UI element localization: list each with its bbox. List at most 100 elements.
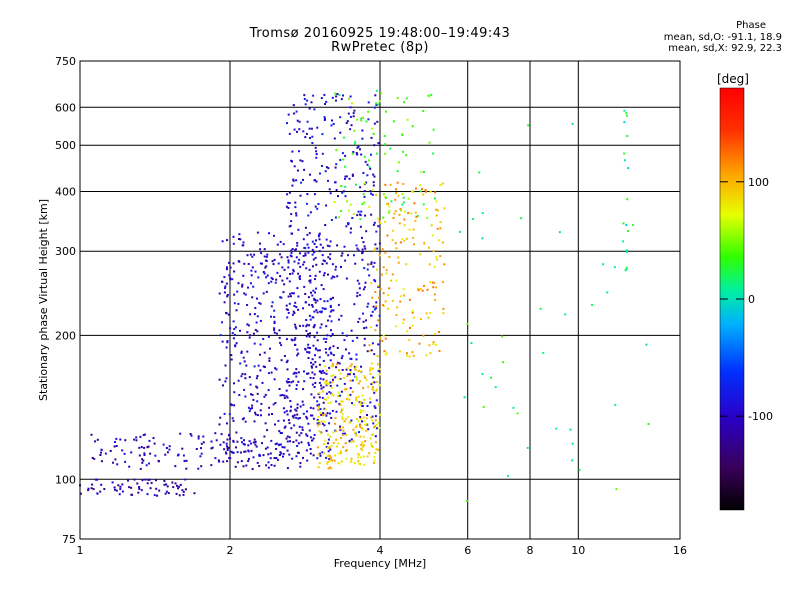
data-point: [237, 302, 240, 305]
data-point: [302, 307, 304, 310]
data-point: [298, 128, 301, 131]
data-point: [373, 221, 376, 224]
data-point: [482, 405, 485, 408]
data-point: [296, 406, 299, 409]
data-point: [306, 434, 309, 437]
data-point: [370, 136, 373, 139]
data-point: [285, 338, 288, 341]
data-point: [275, 278, 278, 281]
data-point: [255, 321, 258, 324]
data-point: [200, 442, 203, 445]
data-point: [235, 431, 238, 434]
data-point: [378, 384, 381, 387]
data-point: [155, 479, 157, 482]
data-point: [166, 451, 169, 454]
data-point: [359, 218, 362, 221]
data-point: [325, 238, 328, 241]
data-point: [360, 119, 363, 122]
data-point: [258, 465, 261, 467]
data-point: [224, 364, 227, 367]
data-point: [124, 460, 127, 463]
data-point: [303, 261, 306, 264]
data-point: [292, 178, 295, 181]
data-point: [359, 424, 362, 427]
data-point: [294, 326, 297, 328]
data-point: [239, 329, 241, 332]
data-point: [415, 215, 418, 218]
data-point: [115, 437, 118, 440]
data-point: [325, 392, 328, 395]
data-point: [349, 393, 352, 396]
data-point: [309, 436, 312, 439]
data-point: [362, 241, 365, 244]
data-point: [362, 320, 365, 323]
data-point: [623, 121, 626, 124]
data-point: [322, 412, 325, 415]
data-point: [100, 451, 102, 454]
data-point: [317, 415, 320, 418]
data-point: [298, 150, 300, 153]
data-point: [274, 367, 277, 370]
data-point: [311, 371, 314, 374]
data-point: [295, 384, 298, 387]
data-point: [344, 418, 347, 421]
data-point: [133, 438, 136, 441]
data-point: [174, 465, 177, 468]
data-point: [376, 247, 379, 250]
data-point: [359, 425, 362, 428]
data-point: [358, 431, 360, 434]
data-point: [389, 183, 392, 186]
data-point: [233, 328, 236, 330]
data-point: [429, 312, 431, 314]
data-point: [329, 310, 332, 313]
data-point: [235, 446, 237, 449]
data-point: [490, 376, 492, 379]
data-point: [313, 193, 316, 196]
data-point: [305, 267, 308, 270]
data-point: [626, 198, 629, 201]
data-point: [309, 137, 311, 139]
data-point: [112, 461, 114, 464]
data-point: [148, 462, 150, 465]
x-tick-label: 8: [527, 544, 534, 557]
data-point: [356, 418, 359, 421]
data-point: [362, 288, 365, 291]
data-point: [273, 320, 276, 323]
data-point: [317, 466, 320, 469]
data-point: [223, 412, 226, 415]
data-point: [353, 254, 355, 257]
data-point: [341, 191, 344, 194]
data-point: [267, 282, 270, 285]
data-point: [368, 350, 371, 352]
data-point: [239, 238, 242, 241]
data-point: [291, 150, 294, 153]
data-point: [311, 414, 314, 417]
data-point: [288, 191, 291, 194]
data-point: [542, 351, 545, 354]
data-point: [293, 414, 296, 417]
data-point: [254, 441, 257, 444]
data-point: [373, 456, 376, 458]
data-point: [393, 212, 396, 215]
x-tick-label: 6: [464, 544, 471, 557]
data-point: [261, 442, 263, 445]
data-point: [343, 339, 346, 342]
data-point: [273, 258, 276, 261]
data-point: [287, 378, 290, 380]
data-point: [334, 422, 337, 425]
data-point: [341, 152, 344, 155]
data-point: [332, 354, 335, 356]
data-point: [318, 238, 321, 241]
data-point: [253, 253, 256, 256]
data-point: [381, 273, 383, 276]
data-point: [316, 349, 319, 352]
data-point: [143, 433, 146, 436]
data-point: [278, 454, 281, 456]
data-point: [265, 265, 268, 268]
data-point: [349, 357, 352, 360]
data-point: [373, 249, 376, 252]
data-point: [419, 253, 422, 256]
data-point: [330, 467, 333, 470]
data-point: [309, 275, 312, 277]
